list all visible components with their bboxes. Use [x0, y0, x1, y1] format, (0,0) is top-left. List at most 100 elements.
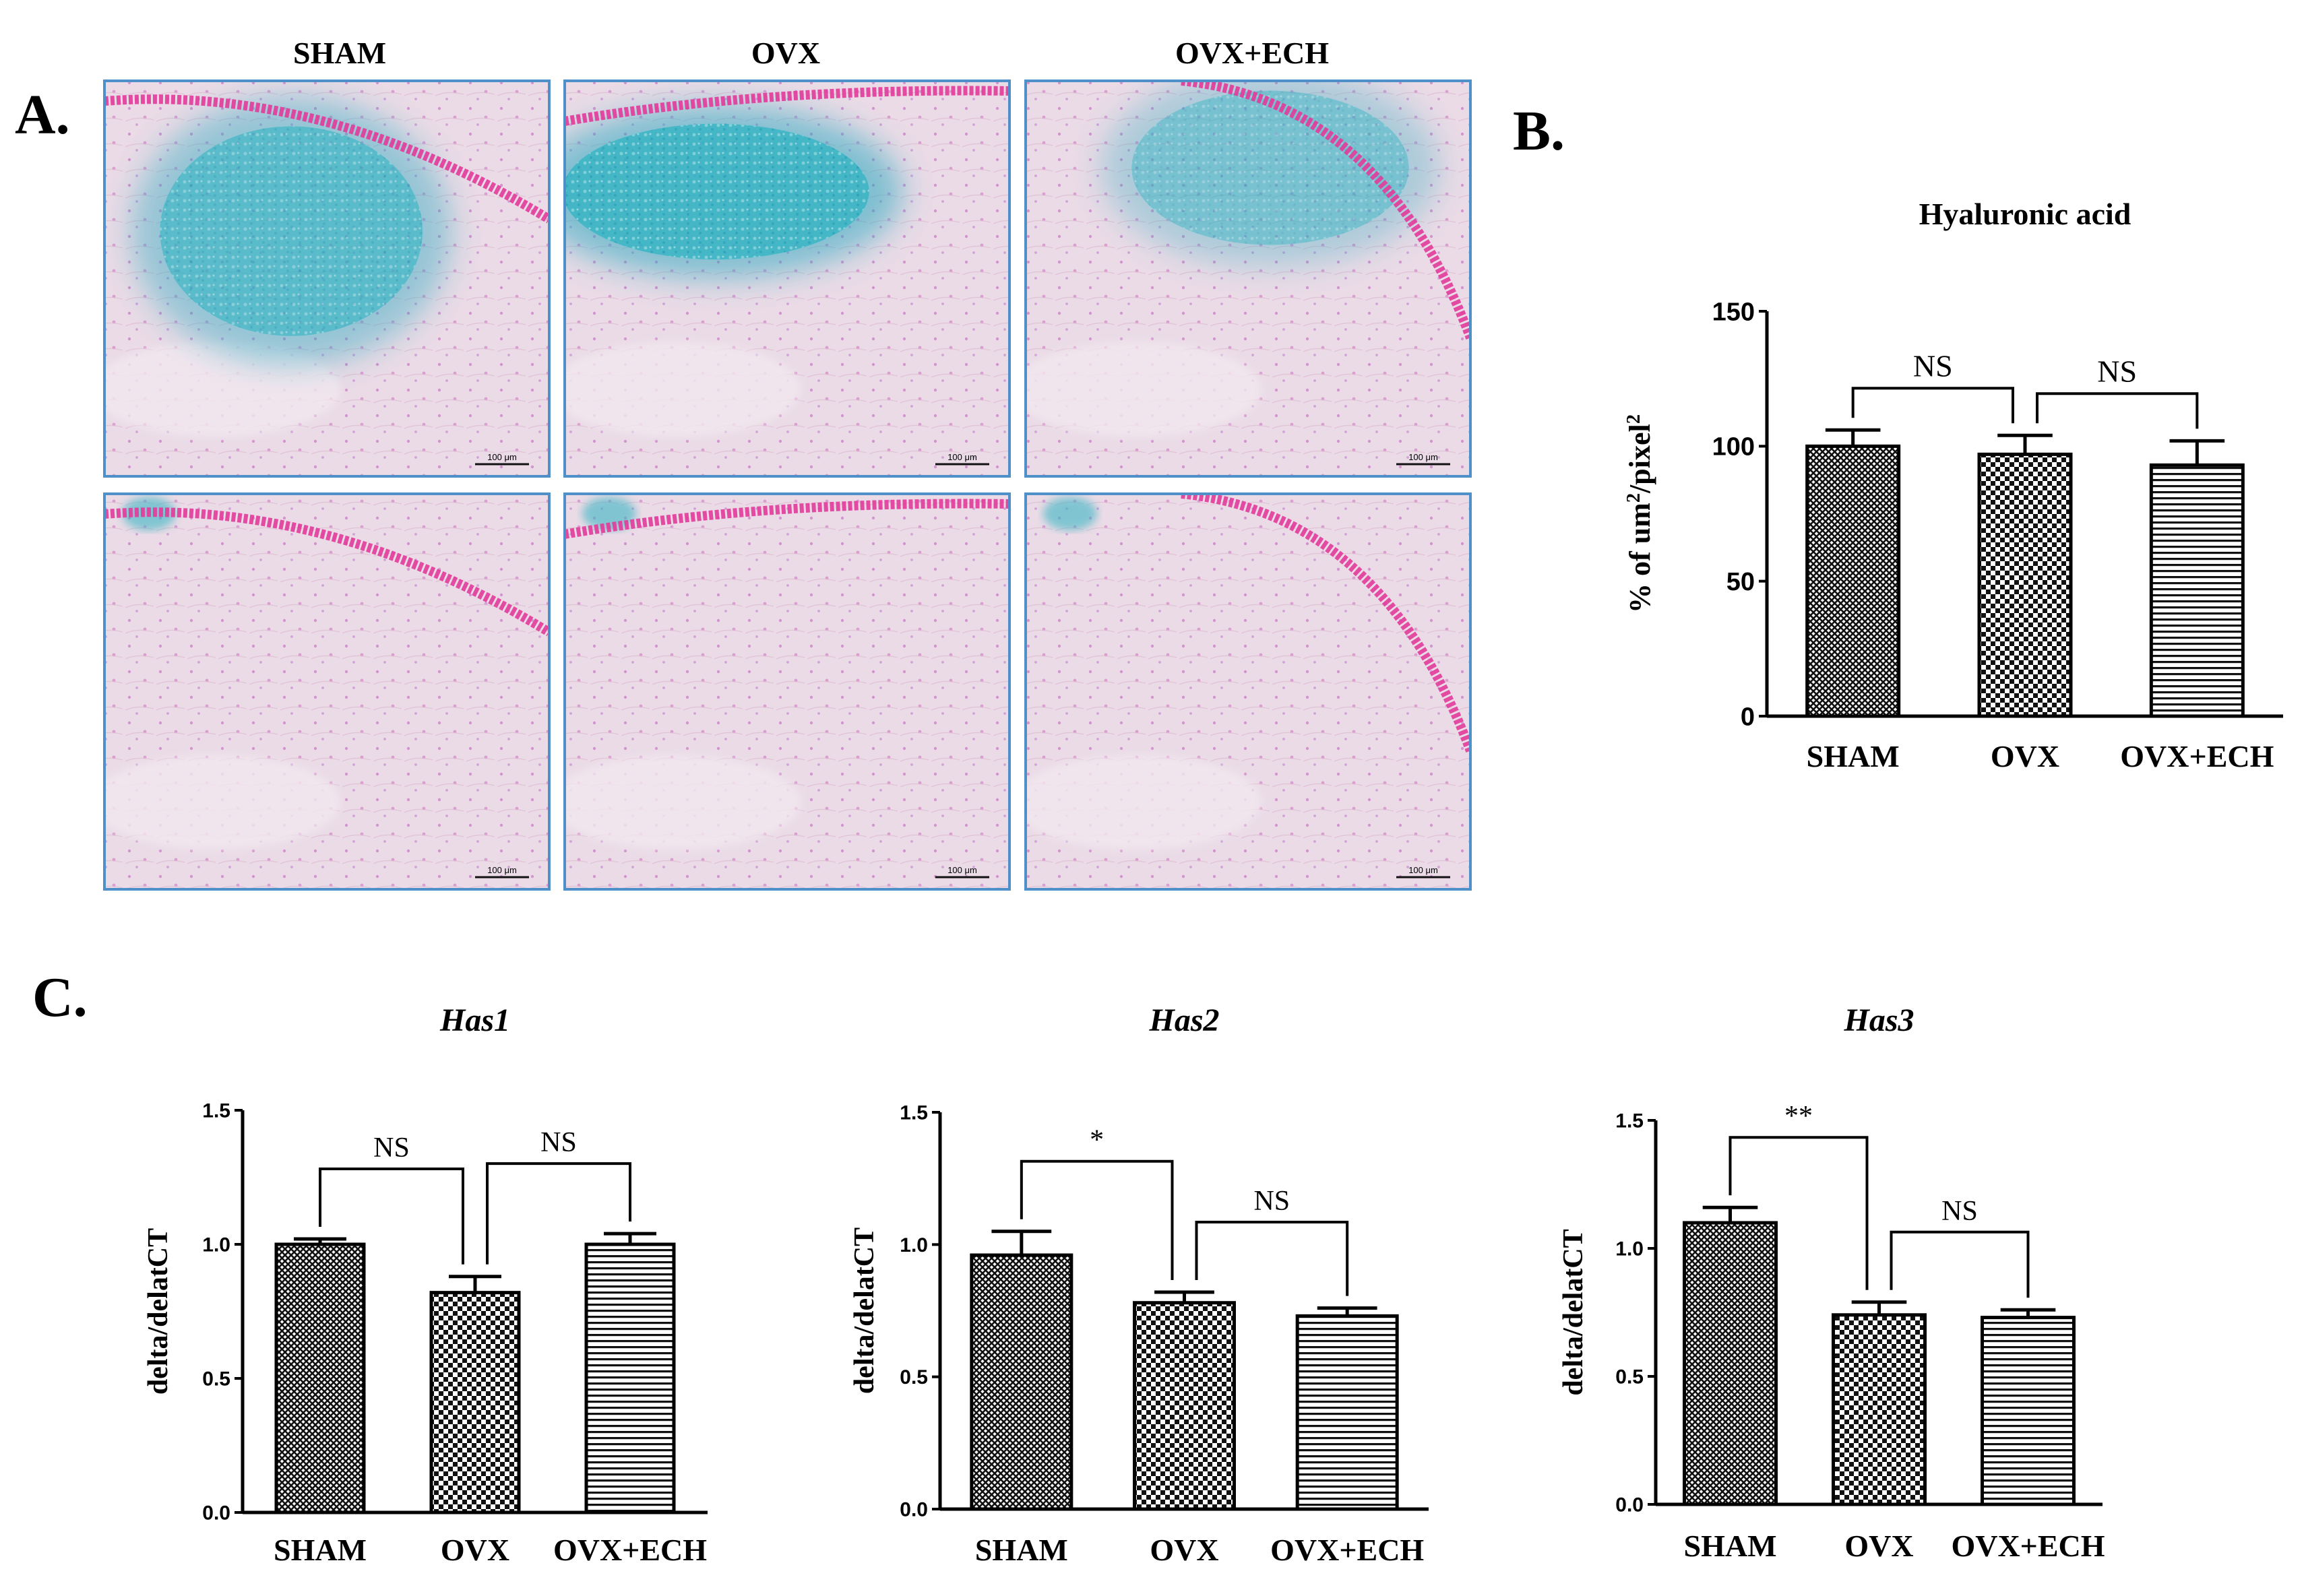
bar-ovx: [1133, 1301, 1236, 1511]
significance-bracket-2: NS: [1195, 1186, 1349, 1296]
micrograph-ovx-ech-row1: 100 μm: [1024, 79, 1472, 478]
y-tick-label: 1.5: [900, 1102, 928, 1124]
x-tick-label-ovx: OVX: [441, 1533, 509, 1567]
significance-bracket-1: **: [1729, 1101, 1869, 1290]
chart-title: Has1: [439, 1002, 510, 1038]
micrograph-frame: [1024, 492, 1472, 891]
panel-label-c: C.: [32, 966, 88, 1029]
x-tick-label-ovx: OVX: [1991, 739, 2059, 773]
scale-bar-label: 100 μm: [1408, 452, 1438, 462]
epithelium-edge: [104, 507, 549, 637]
y-tick-label: 0.5: [900, 1366, 928, 1388]
bar-ovx: [1832, 1313, 1927, 1506]
significance-bracket-2: NS: [1890, 1196, 2030, 1298]
x-tick-label-ovx-ech: OVX+ECH: [1951, 1529, 2105, 1563]
alcian-blue-region: [565, 123, 869, 260]
micrograph-frame: [103, 79, 551, 478]
y-axis-label: delta/delatCT: [1558, 1229, 1589, 1395]
histology-header-ovx-ech: OVX+ECH: [1175, 36, 1329, 70]
y-tick-label: 100: [1712, 433, 1755, 461]
significance-label: *: [1090, 1125, 1104, 1156]
bar-sham: [1805, 444, 1901, 718]
y-tick-label: 1.5: [202, 1100, 230, 1122]
significance-bracket-1: *: [1020, 1125, 1174, 1281]
bar-sham: [274, 1242, 366, 1514]
y-axis-label: delta/delatCT: [143, 1228, 174, 1395]
micrograph-frame: [563, 79, 1011, 478]
chart-title: Has2: [1148, 1002, 1219, 1038]
panel-label-a: A.: [15, 84, 70, 146]
y-axis-label: % of um2/pixel2: [1623, 414, 1657, 613]
panel-label-b: B.: [1513, 100, 1565, 162]
micrograph-ovx-row2: 100 μm: [563, 492, 1011, 891]
scale-bar-label: 100 μm: [947, 452, 977, 462]
y-tick-label: 50: [1726, 568, 1755, 596]
bar-ovx-ech: [584, 1242, 676, 1514]
histology-grid: 100 μm 100 μm 100 μm 100 μm 100 μm 100 μm: [103, 79, 1472, 891]
epithelium-edge: [1181, 81, 1470, 340]
x-tick-label-ovx-ech: OVX+ECH: [2120, 739, 2274, 773]
y-tick-label: 0.5: [1615, 1366, 1644, 1388]
y-axis-label: delta/delatCT: [849, 1227, 880, 1394]
x-tick-label-sham: SHAM: [1684, 1529, 1777, 1563]
micrograph-sham-row2: 100 μm: [103, 492, 551, 891]
bar-ovx-ech: [1981, 1316, 2076, 1506]
significance-bracket-1: NS: [1851, 348, 2014, 424]
alcian-blue-region: [1131, 90, 1409, 245]
bar-ovx: [429, 1291, 521, 1514]
charts: Hyaluronic acid % of um2/pixel2 0 50 100 150 S…: [143, 197, 2283, 1567]
bar-ovx-ech: [2149, 463, 2245, 718]
chart-title: Hyaluronic acid: [1919, 197, 2131, 231]
epithelium-edge: [1181, 494, 1470, 753]
y-tick-label: 0.0: [900, 1499, 928, 1521]
micrograph-frame: [563, 492, 1011, 891]
bar-sham: [970, 1253, 1073, 1511]
histology-header-sham: SHAM: [293, 36, 386, 70]
significance-label: NS: [1913, 348, 1953, 383]
x-tick-label-ovx-ech: OVX+ECH: [553, 1533, 707, 1567]
bar-sham: [1683, 1221, 1778, 1506]
significance-label: NS: [373, 1132, 410, 1163]
micrograph-ovx-row1: 100 μm: [563, 79, 1011, 478]
x-tick-label-sham: SHAM: [274, 1533, 367, 1567]
significance-label: NS: [2097, 354, 2137, 388]
significance-bracket-2: NS: [2036, 354, 2199, 429]
scale-bar-label: 100 μm: [947, 865, 977, 875]
chart-b: Hyaluronic acid % of um2/pixel2 0 50 100 150 S…: [1623, 197, 2283, 773]
scale-bar-label: 100 μm: [487, 865, 517, 875]
significance-label: NS: [1253, 1186, 1290, 1217]
bar-ovx: [1977, 452, 2073, 718]
y-tick-label: 0.0: [202, 1502, 230, 1525]
micrograph-frame: [103, 492, 551, 891]
chart-title: Has3: [1843, 1002, 1914, 1038]
y-tick-label: 1.0: [202, 1234, 230, 1256]
x-tick-label-sham: SHAM: [1807, 739, 1900, 773]
chart-c-has1: Has1 delta/delatCT 0.0 0.5 1.0 1.5 SHAM OVX OVX+…: [143, 1002, 708, 1567]
epithelium-edge: [565, 86, 1009, 126]
micrograph-sham-row1: 100 μm: [103, 79, 551, 478]
x-tick-label-ovx: OVX: [1150, 1533, 1218, 1567]
y-tick-label: 150: [1712, 298, 1755, 326]
y-tick-label: 1.5: [1615, 1110, 1644, 1132]
epithelium-edge: [104, 94, 549, 224]
alcian-blue-region: [160, 126, 423, 336]
micrograph-ovx-ech-row2: 100 μm: [1024, 492, 1472, 891]
significance-label: **: [1784, 1101, 1813, 1132]
y-tick-label: 0.5: [202, 1368, 230, 1391]
bar-ovx-ech: [1295, 1314, 1399, 1511]
y-tick-label: 0.0: [1615, 1494, 1644, 1517]
epithelium-edge: [565, 499, 1009, 539]
histology-header-ovx: OVX: [751, 36, 820, 70]
significance-bracket-1: NS: [319, 1132, 464, 1265]
micrograph-frame: [1024, 79, 1472, 478]
significance-bracket-2: NS: [486, 1127, 631, 1265]
chart-c-has3: Has3 delta/delatCT 0.0 0.5 1.0 1.5 SHAM OVX OVX+…: [1558, 1002, 2105, 1563]
chart-c-has2: Has2 delta/delatCT 0.0 0.5 1.0 1.5 SHAM OVX OVX+…: [849, 1002, 1429, 1567]
y-tick-label: 1.0: [900, 1234, 928, 1256]
x-tick-label-sham: SHAM: [975, 1533, 1068, 1567]
y-tick-label: 0: [1741, 703, 1755, 731]
x-tick-label-ovx: OVX: [1844, 1529, 1913, 1563]
significance-label: NS: [1941, 1196, 1978, 1227]
significance-label: NS: [540, 1127, 577, 1158]
